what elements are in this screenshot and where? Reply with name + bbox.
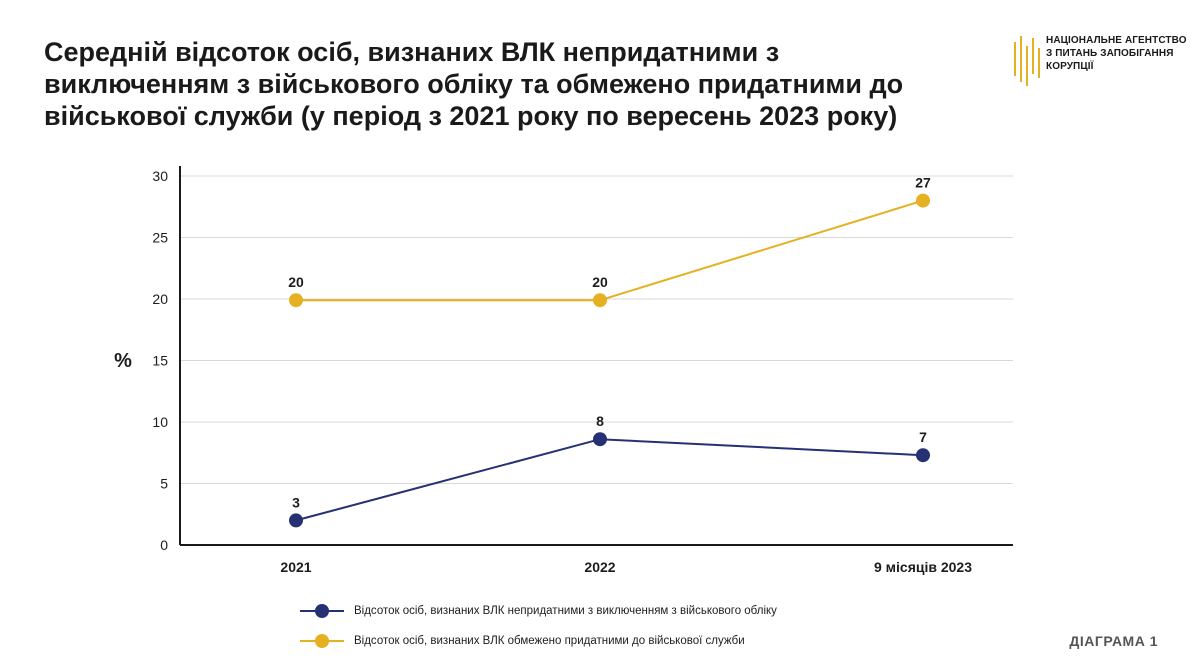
y-tick-label: 30 <box>152 168 168 184</box>
y-tick-label: 25 <box>152 230 168 246</box>
data-label: 27 <box>915 175 931 191</box>
data-point <box>593 293 607 308</box>
data-point <box>916 448 930 463</box>
data-point <box>289 513 303 528</box>
x-tick-label: 2021 <box>280 559 311 575</box>
legend-item-gold: Відсоток осіб, визнаних ВЛК обмежено при… <box>300 626 920 656</box>
y-tick-label: 20 <box>152 291 168 307</box>
x-tick-label: 9 місяців 2023 <box>874 559 972 575</box>
legend-label-gold: Відсоток осіб, визнаних ВЛК обмежено при… <box>354 635 745 647</box>
y-axis-label: % <box>114 350 132 372</box>
nazk-logo: НАЦІОНАЛЬНЕ АГЕНТСТВО З ПИТАНЬ ЗАПОБІГАН… <box>1012 34 1186 86</box>
data-label: 3 <box>292 494 300 510</box>
y-tick-label: 5 <box>160 476 168 492</box>
legend-label-navy: Відсоток осіб, визнаних ВЛК непридатними… <box>354 605 777 617</box>
data-label: 20 <box>288 274 304 290</box>
logo-text: НАЦІОНАЛЬНЕ АГЕНТСТВО З ПИТАНЬ ЗАПОБІГАН… <box>1046 34 1187 73</box>
y-tick-label: 15 <box>152 353 168 369</box>
logo-line-2: З ПИТАНЬ ЗАПОБІГАННЯ <box>1046 48 1174 59</box>
data-point <box>593 432 607 447</box>
data-label: 20 <box>592 274 608 290</box>
chart-legend: Відсоток осіб, визнаних ВЛК непридатними… <box>300 596 920 656</box>
logo-line-3: КОРУПЦІЇ <box>1046 61 1094 72</box>
nazk-bars-icon <box>1014 36 1040 86</box>
y-tick-label: 10 <box>152 414 168 430</box>
data-label: 8 <box>596 413 604 429</box>
data-point <box>289 293 303 308</box>
logo-line-1: НАЦІОНАЛЬНЕ АГЕНТСТВО <box>1046 35 1187 46</box>
data-label: 7 <box>919 429 927 445</box>
series-line-1 <box>295 438 924 522</box>
legend-swatch-gold <box>300 634 344 648</box>
chart-title: Середній відсоток осіб, визнаних ВЛК неп… <box>44 37 904 131</box>
legend-swatch-navy <box>300 604 344 618</box>
series-line-2 <box>296 199 924 302</box>
data-point <box>916 193 930 208</box>
legend-item-navy: Відсоток осіб, визнаних ВЛК непридатними… <box>300 596 920 626</box>
diagram-number-label: ДІАГРАМА 1 <box>1069 633 1158 649</box>
y-tick-label: 0 <box>160 537 168 553</box>
x-tick-label: 2022 <box>584 559 615 575</box>
